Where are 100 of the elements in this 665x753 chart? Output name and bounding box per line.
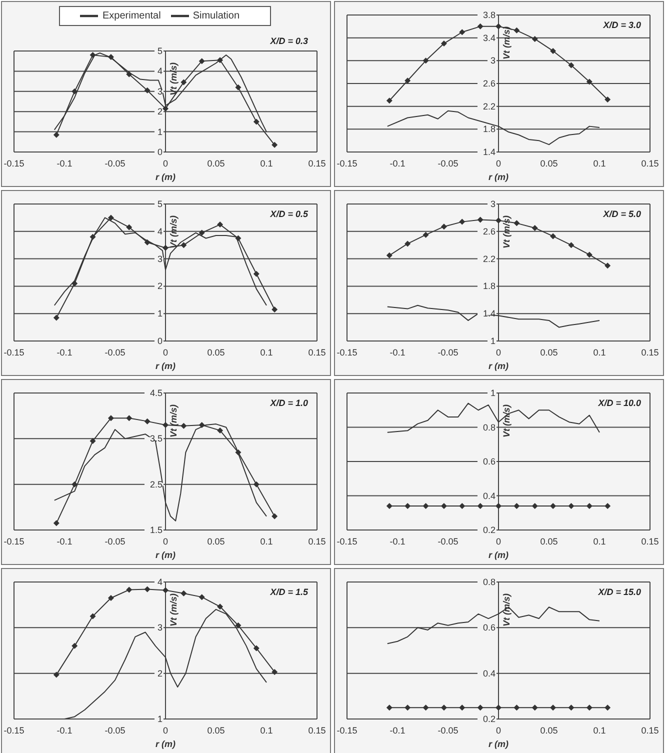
legend-label: Experimental <box>102 10 161 22</box>
x-tick-label: -0.1 <box>56 158 72 168</box>
y-tick-label: 0.8 <box>482 422 496 432</box>
x-tick-label: -0.15 <box>336 347 358 358</box>
x-tick-label: -0.05 <box>438 347 458 358</box>
x-tick-label: -0.05 <box>104 725 126 736</box>
y-tick-label: 0.4 <box>482 490 496 501</box>
x-tick-label: 0.15 <box>641 347 659 358</box>
x-tick-label: 0.1 <box>593 536 606 546</box>
x-tick-label: -0.05 <box>104 347 126 358</box>
x-tick-label: 0.1 <box>593 158 606 168</box>
x-tick-label: -0.15 <box>4 158 24 168</box>
x-tick-label: -0.1 <box>390 536 406 546</box>
y-tick-label: 2.5 <box>150 479 162 490</box>
x-tick-label: -0.15 <box>336 536 358 546</box>
y-tick-label: 1 <box>157 308 162 319</box>
y-tick-label: 3 <box>490 199 496 209</box>
y-axis-title: Vt (m/s) <box>168 62 178 96</box>
x-axis-title: r (m) <box>488 739 508 749</box>
x-tick-label: 0.15 <box>308 158 326 168</box>
x-tick-label: 0.1 <box>260 536 273 546</box>
x-tick-label: 0.05 <box>207 536 225 546</box>
y-tick-label: 0.6 <box>482 622 496 633</box>
y-tick-label: 3.5 <box>150 434 162 444</box>
x-tick-label: 0.05 <box>207 158 225 168</box>
x-tick-label: 0.05 <box>207 347 225 358</box>
y-tick-label: 5 <box>157 46 162 56</box>
x-tick-label: -0.05 <box>104 158 126 168</box>
x-tick-label: -0.05 <box>104 536 126 546</box>
y-tick-label: 1 <box>490 336 496 346</box>
text: X/D = 0.3 <box>270 36 308 46</box>
x-tick-label: -0.1 <box>390 725 406 736</box>
annotation: X/D = 1.5 <box>270 587 308 597</box>
y-axis-title: Vt (m/s) <box>502 404 512 438</box>
annotation: X/D = 5.0 <box>603 209 641 219</box>
y-tick-label: 3 <box>157 86 162 96</box>
x-tick-label: 0.05 <box>540 158 558 168</box>
y-tick-label: 1.5 <box>150 525 162 535</box>
y-tick-label: 2.2 <box>482 254 496 264</box>
y-tick-label: 2.6 <box>482 226 496 236</box>
x-tick-label: -0.1 <box>390 347 406 358</box>
annotation: X/D = 0.5 <box>270 209 308 219</box>
x-tick-label: 0.05 <box>540 725 558 736</box>
y-tick-label: 0.4 <box>482 668 496 678</box>
x-tick-label: 0.05 <box>540 536 558 546</box>
x-axis-title: r (m) <box>488 550 508 560</box>
x-tick-label: 0.1 <box>260 725 273 736</box>
x-tick-label: -0.15 <box>4 347 24 358</box>
annotation: X/D = 10.0 <box>598 398 641 408</box>
y-tick-label: 1 <box>157 714 162 724</box>
x-tick-label: -0.1 <box>390 158 406 168</box>
y-tick-label: 2.6 <box>482 78 496 88</box>
x-axis-title: r (m) <box>156 361 176 371</box>
y-tick-label: 3 <box>157 254 162 264</box>
y-tick-label: 3.4 <box>482 32 496 43</box>
y-tick-label: 3 <box>490 56 496 66</box>
y-tick-label: 2 <box>157 106 162 117</box>
annotation: X/D = 15.0 <box>598 587 641 597</box>
y-tick-label: 4 <box>157 577 162 587</box>
y-axis-title: Vt (m/s) <box>502 215 512 249</box>
x-tick-label: -0.1 <box>56 725 72 736</box>
x-tick-label: 0.1 <box>593 725 606 736</box>
x-axis-title: r (m) <box>156 739 176 749</box>
x-tick-label: -0.05 <box>438 536 458 546</box>
x-tick-label: -0.1 <box>56 536 72 546</box>
y-tick-label: 1.8 <box>482 124 496 134</box>
x-tick-label: 0.15 <box>308 536 326 546</box>
y-axis-title: Vt (m/s) <box>168 404 178 438</box>
y-tick-label: 0 <box>157 336 162 346</box>
x-tick-label: 0.15 <box>641 725 659 736</box>
y-tick-label: 0 <box>157 147 162 157</box>
y-tick-label: 0.2 <box>482 714 496 724</box>
x-tick-label: -0.15 <box>4 536 24 546</box>
y-tick-label: 0.8 <box>482 577 496 587</box>
x-axis-title: r (m) <box>488 361 508 371</box>
y-tick-label: 4.5 <box>150 388 162 398</box>
y-tick-label: 0.2 <box>482 525 496 535</box>
y-tick-label: 0.6 <box>482 456 496 466</box>
x-tick-label: 0.15 <box>641 158 659 168</box>
y-tick-label: 1 <box>490 388 496 398</box>
x-tick-label: -0.15 <box>4 725 24 736</box>
y-tick-label: 1.8 <box>482 281 496 292</box>
y-axis-title: Vt (m/s) <box>502 26 512 60</box>
y-axis-title: Vt (m/s) <box>168 593 178 627</box>
y-tick-label: 3.8 <box>482 10 496 20</box>
y-tick-label: 2 <box>157 668 162 678</box>
x-axis-title: r (m) <box>488 172 508 182</box>
y-tick-label: 2.2 <box>482 101 496 112</box>
x-tick-label: 0.15 <box>308 347 326 358</box>
y-tick-label: 2 <box>157 281 162 292</box>
x-tick-label: 0.1 <box>593 347 606 358</box>
x-tick-label: -0.15 <box>336 158 358 168</box>
y-tick-label: 1.4 <box>482 147 496 157</box>
y-axis-title: Vt (m/s) <box>502 593 512 627</box>
y-tick-label: 4 <box>157 66 162 76</box>
y-tick-label: 4 <box>157 226 162 236</box>
x-tick-label: 0.1 <box>260 347 273 358</box>
x-tick-label: -0.1 <box>56 347 72 358</box>
x-tick-label: 0.05 <box>540 347 558 358</box>
x-tick-label: -0.05 <box>438 158 458 168</box>
